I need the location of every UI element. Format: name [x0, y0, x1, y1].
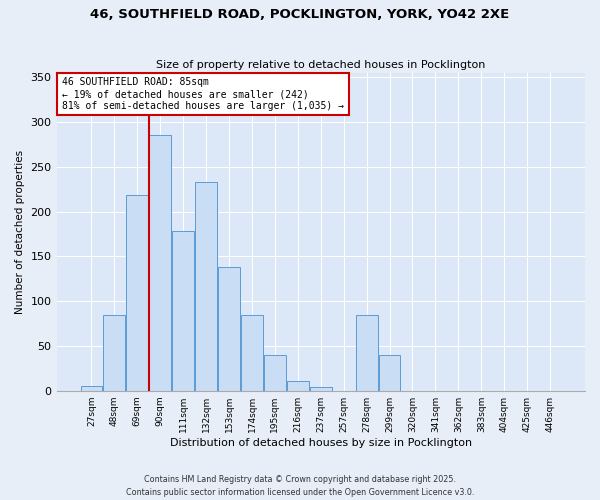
- X-axis label: Distribution of detached houses by size in Pocklington: Distribution of detached houses by size …: [170, 438, 472, 448]
- Bar: [379, 355, 400, 390]
- Bar: [310, 387, 332, 390]
- Bar: [287, 381, 309, 390]
- Bar: [356, 314, 377, 390]
- Y-axis label: Number of detached properties: Number of detached properties: [15, 150, 25, 314]
- Bar: [218, 267, 240, 390]
- Text: 46 SOUTHFIELD ROAD: 85sqm
← 19% of detached houses are smaller (242)
81% of semi: 46 SOUTHFIELD ROAD: 85sqm ← 19% of detac…: [62, 78, 344, 110]
- Bar: [127, 196, 148, 390]
- Bar: [195, 182, 217, 390]
- Bar: [80, 386, 103, 390]
- Bar: [172, 231, 194, 390]
- Bar: [103, 314, 125, 390]
- Title: Size of property relative to detached houses in Pocklington: Size of property relative to detached ho…: [156, 60, 485, 70]
- Text: 46, SOUTHFIELD ROAD, POCKLINGTON, YORK, YO42 2XE: 46, SOUTHFIELD ROAD, POCKLINGTON, YORK, …: [91, 8, 509, 20]
- Bar: [264, 355, 286, 390]
- Bar: [149, 136, 171, 390]
- Bar: [241, 314, 263, 390]
- Text: Contains HM Land Registry data © Crown copyright and database right 2025.
Contai: Contains HM Land Registry data © Crown c…: [126, 476, 474, 497]
